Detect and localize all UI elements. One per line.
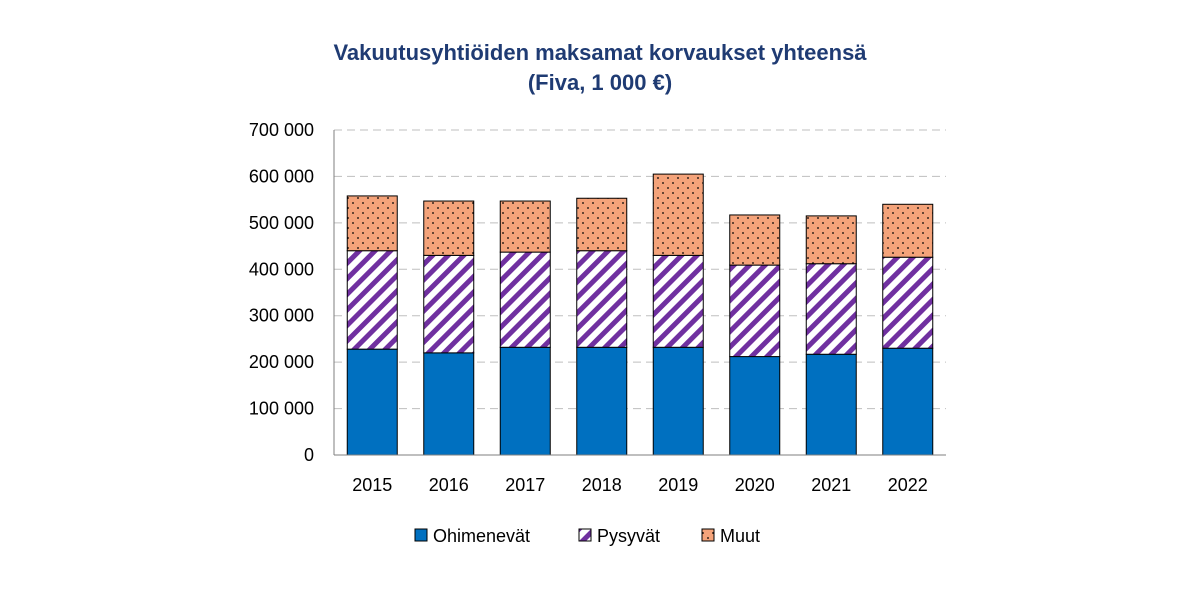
x-axis-labels: 2015 2016 2017 2018 2019 2020 2021 2022	[352, 475, 928, 495]
chart-title: Vakuutusyhtiöiden maksamat korvaukset yh…	[333, 40, 867, 65]
y-axis-labels: 0 100 000 200 000 300 000 400 000 500 000 600 …	[249, 120, 314, 465]
y-tick-label: 300 000	[249, 306, 314, 326]
bar-ohimenev-t-2016	[423, 352, 475, 456]
y-tick-label: 400 000	[249, 259, 314, 279]
bar-pysyv-t-2015	[346, 250, 398, 350]
bar-pysyv-t-2017	[499, 251, 551, 348]
x-tick-label: 2016	[429, 475, 469, 495]
y-tick-label: 500 000	[249, 213, 314, 233]
bars	[346, 173, 934, 456]
bar-ohimenev-t-2022	[882, 347, 934, 456]
bar-ohimenev-t-2017	[499, 346, 551, 456]
legend-label: Ohimenevät	[433, 526, 530, 546]
bar-muut-2018	[576, 197, 628, 252]
bar-muut-2017	[499, 200, 551, 253]
legend-swatch	[578, 528, 592, 542]
bar-pysyv-t-2020	[729, 264, 781, 358]
x-tick-label: 2020	[735, 475, 775, 495]
y-tick-label: 700 000	[249, 120, 314, 140]
legend-swatch	[701, 528, 715, 542]
legend-label: Pysyvät	[597, 526, 660, 546]
bar-muut-2021	[805, 215, 857, 265]
x-tick-label: 2021	[811, 475, 851, 495]
bar-muut-2022	[882, 203, 934, 258]
legend-label: Muut	[720, 526, 760, 546]
bar-pysyv-t-2022	[882, 256, 934, 349]
x-tick-label: 2015	[352, 475, 392, 495]
axes	[333, 130, 946, 456]
legend-swatch	[414, 528, 428, 542]
x-tick-label: 2017	[505, 475, 545, 495]
x-tick-label: 2018	[582, 475, 622, 495]
bar-ohimenev-t-2018	[576, 346, 628, 456]
x-tick-label: 2022	[888, 475, 928, 495]
x-tick-label: 2019	[658, 475, 698, 495]
bar-muut-2019	[652, 173, 704, 256]
bar-pysyv-t-2021	[805, 263, 857, 355]
legend: Ohimenevät Pysyvät Muut	[414, 526, 760, 546]
bar-ohimenev-t-2021	[805, 353, 857, 456]
bar-muut-2016	[423, 200, 475, 256]
y-tick-label: 100 000	[249, 399, 314, 419]
y-tick-label: 0	[304, 445, 314, 465]
bar-pysyv-t-2019	[652, 254, 704, 348]
bar-ohimenev-t-2019	[652, 346, 704, 456]
y-tick-label: 600 000	[249, 166, 314, 186]
bar-muut-2020	[729, 214, 781, 266]
bar-pysyv-t-2016	[423, 254, 475, 354]
chart-subtitle: (Fiva, 1 000 €)	[527, 70, 673, 95]
bar-muut-2015	[346, 195, 398, 252]
bar-ohimenev-t-2020	[729, 356, 781, 456]
bar-ohimenev-t-2015	[346, 348, 398, 456]
bar-pysyv-t-2018	[576, 250, 628, 348]
y-tick-label: 200 000	[249, 352, 314, 372]
